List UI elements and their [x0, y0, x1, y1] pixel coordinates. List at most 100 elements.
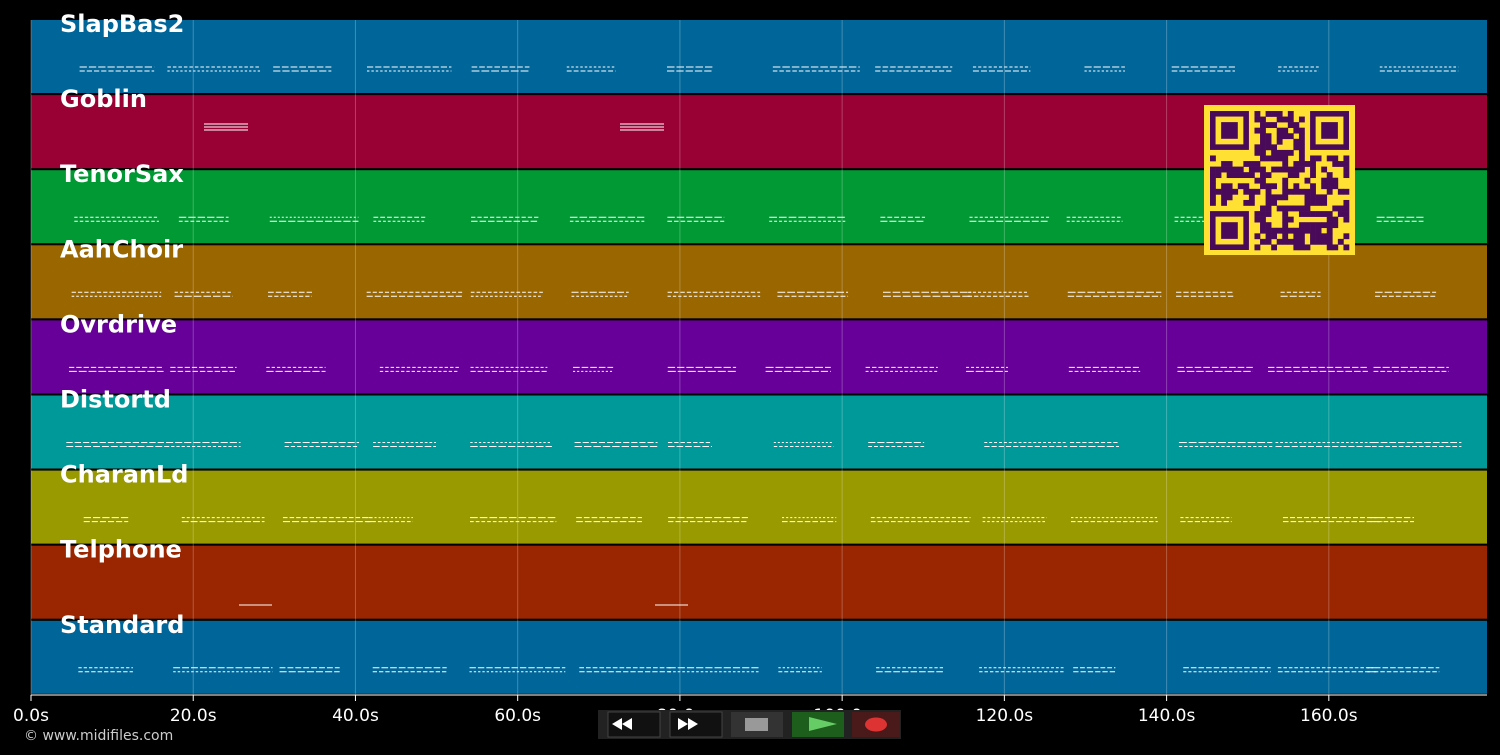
qr-module	[1282, 116, 1289, 123]
qr-module	[1321, 194, 1328, 201]
qr-module	[1221, 188, 1227, 195]
icon	[865, 717, 887, 732]
qr-module	[1248, 172, 1255, 179]
qr-module	[1271, 166, 1278, 173]
qr-module	[1298, 144, 1305, 151]
qr-module	[1260, 227, 1266, 234]
track-lane	[31, 620, 1487, 694]
qr-module	[1276, 127, 1283, 134]
play-button[interactable]	[792, 712, 844, 737]
qr-module	[1282, 183, 1289, 190]
qr-module	[1315, 211, 1322, 217]
qr-module	[1248, 188, 1255, 195]
qr-module	[1287, 205, 1294, 212]
qr-module	[1210, 183, 1216, 190]
qr-module	[1310, 161, 1316, 167]
track-name: AahChoir	[60, 235, 183, 263]
qr-module	[1337, 211, 1344, 217]
qr-module	[1282, 161, 1289, 167]
controls	[598, 710, 901, 739]
qr-module	[1321, 177, 1328, 184]
qr-module	[1332, 161, 1339, 167]
qr-module	[1321, 211, 1328, 217]
qr-module	[1282, 133, 1289, 140]
qr-module	[1337, 188, 1344, 195]
tick-label: 60.0s	[494, 706, 541, 726]
qr-module	[1265, 227, 1272, 234]
qr-module	[1298, 205, 1305, 212]
qr-module	[1254, 127, 1261, 134]
stop-button[interactable]	[731, 712, 783, 737]
rewind-button[interactable]	[607, 711, 661, 738]
qr-module	[1265, 211, 1272, 217]
qr-module	[1254, 177, 1261, 184]
qr-module	[1260, 127, 1266, 134]
qr-module	[1293, 227, 1300, 234]
qr-module	[1310, 172, 1316, 179]
qr-module	[1226, 194, 1233, 201]
qr-module	[1287, 149, 1294, 156]
qr-module	[1343, 188, 1350, 195]
qr-module	[1282, 205, 1289, 212]
qr-module	[1276, 155, 1283, 162]
forward-button[interactable]	[669, 711, 723, 738]
qr-module	[1310, 233, 1316, 240]
qr-module	[1321, 166, 1328, 173]
tick-label: 20.0s	[170, 706, 217, 726]
qr-module	[1276, 227, 1283, 234]
record-button[interactable]	[852, 712, 900, 737]
qr-module	[1260, 177, 1266, 184]
qr-module	[1293, 166, 1300, 173]
qr-module	[1210, 172, 1216, 179]
qr-module	[1265, 233, 1272, 240]
qr-module	[1293, 205, 1300, 212]
qr-finder	[1221, 122, 1238, 139]
qr-module	[1226, 161, 1233, 167]
qr-module	[1210, 188, 1216, 195]
qr-module	[1282, 177, 1289, 184]
qr-module	[1210, 166, 1216, 173]
qr-module	[1326, 188, 1333, 195]
qr-module	[1343, 199, 1350, 206]
qr-module	[1260, 238, 1266, 245]
qr-module	[1248, 194, 1255, 201]
qr-module	[1254, 244, 1261, 251]
qr-module	[1332, 244, 1339, 251]
icon	[745, 718, 768, 731]
qr-module	[1276, 238, 1283, 245]
qr-module	[1243, 161, 1250, 167]
qr-module	[1315, 233, 1322, 240]
qr-module	[1226, 188, 1233, 195]
qr-finder	[1321, 122, 1338, 139]
qr-module	[1215, 188, 1222, 195]
tick-label: 40.0s	[332, 706, 379, 726]
qr-module	[1237, 172, 1244, 179]
qr-module	[1326, 216, 1333, 223]
qr-module	[1271, 194, 1278, 201]
qr-module	[1343, 211, 1350, 217]
qr-module	[1321, 183, 1328, 190]
qr-module	[1343, 244, 1350, 251]
qr-module	[1310, 183, 1316, 190]
qr-module	[1287, 188, 1294, 195]
qr-module	[1298, 161, 1305, 167]
track-lane	[31, 545, 1487, 619]
qr-module	[1304, 194, 1311, 201]
track-lane	[31, 245, 1487, 319]
qr-module	[1310, 227, 1316, 234]
qr-module	[1326, 238, 1333, 245]
qr-module	[1310, 155, 1316, 162]
qr-module	[1232, 172, 1239, 179]
qr-module	[1326, 172, 1333, 179]
qr-module	[1265, 172, 1272, 179]
icon	[678, 718, 698, 730]
qr-module	[1298, 116, 1305, 123]
qr-module	[1271, 244, 1278, 251]
qr-module	[1304, 205, 1311, 212]
qr-module	[1298, 211, 1305, 217]
qr-module	[1304, 244, 1311, 251]
qr-module	[1315, 199, 1322, 206]
qr-module	[1282, 155, 1289, 162]
qr-module	[1265, 144, 1272, 151]
qr-module	[1282, 222, 1289, 229]
